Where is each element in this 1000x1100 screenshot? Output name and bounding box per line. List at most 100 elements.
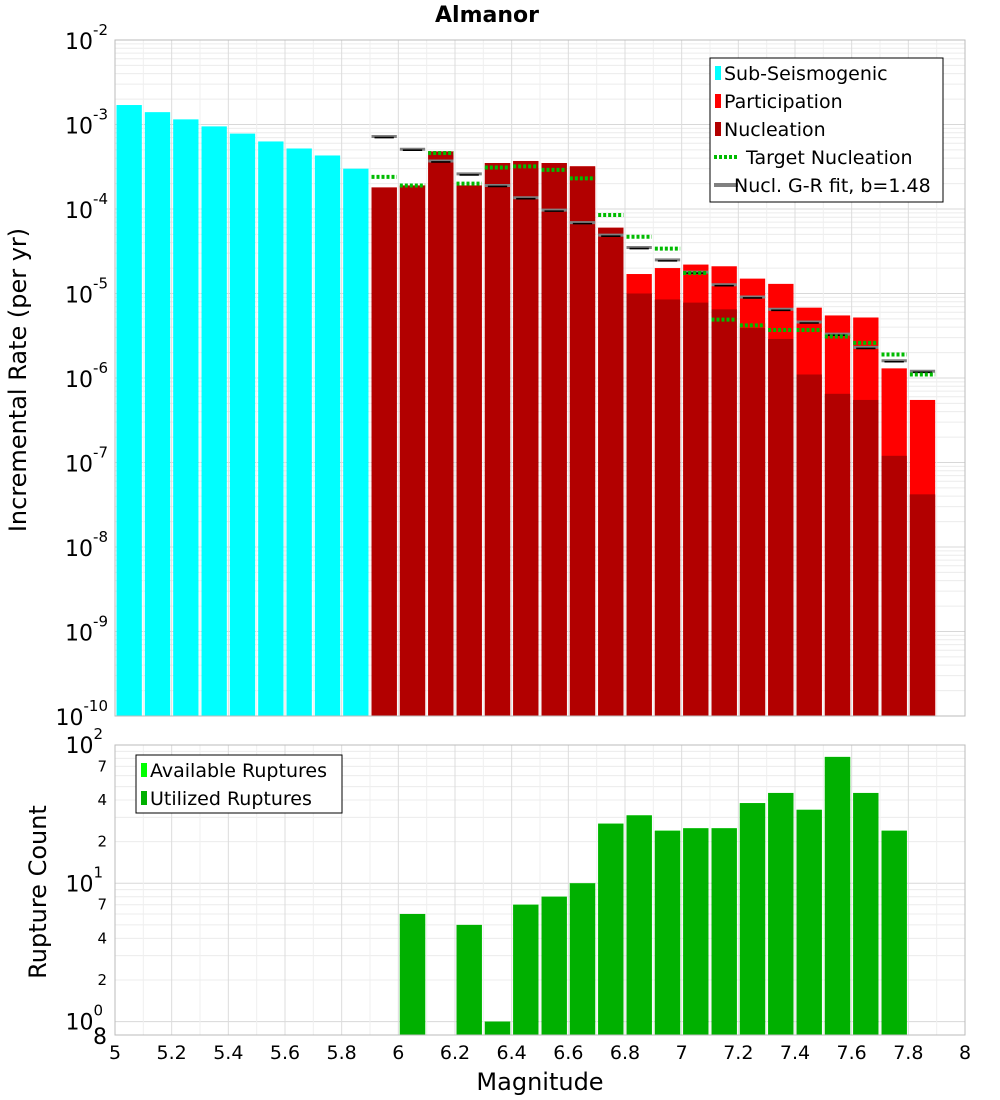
x-tick-label: 5.8 <box>327 1042 357 1064</box>
bar-nucleation <box>739 328 766 716</box>
bar-utilized-ruptures <box>598 823 624 1035</box>
rate-y-tick-label: 10-9 <box>65 613 108 647</box>
bar-utilized-ruptures <box>569 883 596 1035</box>
bar-nucleation <box>569 166 596 716</box>
bar-sub-seismogenic <box>229 133 256 716</box>
bar-nucleation <box>456 185 482 717</box>
count-x-ticks: 5 5.2 5.4 5.6 5.8 6 6.2 6.4 6.6 6.8 7 7.2 7.4 7.6 7.8 8 <box>109 1042 971 1064</box>
x-tick-label: 7.2 <box>723 1042 753 1064</box>
legend-swatch-available <box>141 763 147 777</box>
legend-label-target-nucleation: Target Nucleation <box>745 147 913 169</box>
rate-panel: 10-10 10-9 10-8 10-7 10-6 10-5 10-4 10-3 10-2 Al… <box>4 3 966 731</box>
count-y-tick-label: 102 <box>65 725 103 759</box>
x-tick-label: 6.4 <box>497 1042 527 1064</box>
legend-label-gr-fit: Nucl. G-R fit, b=1.48 <box>734 175 931 197</box>
count-y-tick-label: 2 <box>97 833 107 851</box>
legend-label-utilized: Utilized Ruptures <box>150 788 312 810</box>
rate-legend: Sub-Seismogenic Participation Nucleation… <box>709 57 944 203</box>
count-legend: Available Ruptures Utilized Ruptures <box>135 754 343 814</box>
rate-plot-border <box>114 39 966 717</box>
x-tick-label: 6.6 <box>553 1042 583 1064</box>
bar-nucleation <box>654 299 681 716</box>
legend-swatch-nucleation <box>715 122 721 136</box>
bar-nucleation <box>626 293 652 716</box>
bar-utilized-ruptures <box>399 913 426 1035</box>
bar-sub-seismogenic <box>173 119 199 716</box>
bar-nucleation <box>796 374 822 716</box>
bar-nucleation <box>513 160 539 717</box>
rate-bars <box>116 105 936 717</box>
x-tick-label: 7 <box>676 1042 688 1064</box>
legend-swatch-sub-seismogenic <box>715 66 721 80</box>
bar-sub-seismogenic <box>258 141 284 717</box>
x-tick-label: 6.2 <box>440 1042 470 1064</box>
rate-y-tick-label: 10-6 <box>65 359 108 393</box>
x-tick-label: 6.8 <box>610 1042 640 1064</box>
x-tick-label: 5 <box>109 1042 121 1064</box>
bar-nucleation <box>541 163 567 716</box>
count-bars <box>399 756 907 1035</box>
rate-y-tick-label: 10-8 <box>65 528 108 562</box>
rate-y-ticks: 10-10 10-9 10-8 10-7 10-6 10-5 10-4 10-3 10-2 <box>56 21 109 731</box>
rate-fit-lines <box>371 135 936 377</box>
bar-sub-seismogenic <box>314 155 341 716</box>
rate-y-tick-label: 10-2 <box>65 21 108 55</box>
legend-label-sub-seismogenic: Sub-Seismogenic <box>724 63 888 85</box>
x-axis-label: Magnitude <box>476 1068 603 1096</box>
bar-utilized-ruptures <box>796 809 822 1035</box>
rate-y-tick-label: 10-5 <box>65 275 108 309</box>
rate-legend-box <box>709 57 944 203</box>
bar-nucleation <box>399 185 426 717</box>
count-legend-box <box>135 754 343 814</box>
count-y-tick-label: 2 <box>97 971 107 989</box>
chart-title: Almanor <box>435 3 539 28</box>
bar-utilized-ruptures <box>739 803 766 1035</box>
bar-utilized-ruptures <box>626 815 652 1035</box>
count-y-bottom-label: 8 <box>93 1025 107 1050</box>
bar-nucleation <box>824 393 851 716</box>
x-tick-label: 5.4 <box>213 1042 243 1064</box>
count-plot-border <box>114 744 966 1036</box>
x-tick-label: 7.8 <box>893 1042 923 1064</box>
legend-label-participation: Participation <box>724 91 843 113</box>
bar-nucleation <box>484 163 511 716</box>
rate-y-tick-label: 10-4 <box>65 190 108 224</box>
rate-y-tick-label: 10-3 <box>65 106 108 140</box>
bar-nucleation <box>598 227 624 716</box>
count-y-tick-label: 4 <box>97 791 107 809</box>
rate-y-tick-label: 10-7 <box>65 444 108 478</box>
count-y-axis-label: Rupture Count <box>24 805 52 979</box>
rate-y-axis-label: Incremental Rate (per yr) <box>4 228 32 532</box>
bar-utilized-ruptures <box>541 896 567 1035</box>
bar-nucleation <box>853 399 879 716</box>
bar-sub-seismogenic <box>144 112 171 717</box>
bar-utilized-ruptures <box>768 792 794 1035</box>
bar-nucleation <box>428 151 454 716</box>
bar-utilized-ruptures <box>654 830 681 1035</box>
bar-utilized-ruptures <box>711 828 737 1035</box>
x-tick-label: 6 <box>392 1042 404 1064</box>
bar-sub-seismogenic <box>343 168 369 717</box>
count-y-tick-label: 101 <box>65 863 103 897</box>
legend-swatch-participation <box>715 94 721 108</box>
bar-nucleation <box>371 187 397 717</box>
bar-sub-seismogenic <box>116 105 142 716</box>
x-tick-label: 8 <box>959 1042 971 1064</box>
x-tick-label: 7.4 <box>780 1042 810 1064</box>
bar-utilized-ruptures <box>683 828 709 1035</box>
legend-label-nucleation: Nucleation <box>724 119 826 141</box>
count-y-tick-label: 7 <box>97 757 107 775</box>
bar-utilized-ruptures <box>456 924 482 1035</box>
bar-utilized-ruptures <box>881 830 907 1035</box>
bar-sub-seismogenic <box>201 126 227 717</box>
bar-nucleation <box>768 338 794 716</box>
count-y-tick-label: 4 <box>97 929 107 947</box>
legend-label-available: Available Ruptures <box>150 760 327 782</box>
count-y-tick-label: 7 <box>97 896 107 914</box>
bar-nucleation <box>881 455 907 716</box>
bar-nucleation <box>711 309 737 716</box>
bar-utilized-ruptures <box>824 756 851 1035</box>
